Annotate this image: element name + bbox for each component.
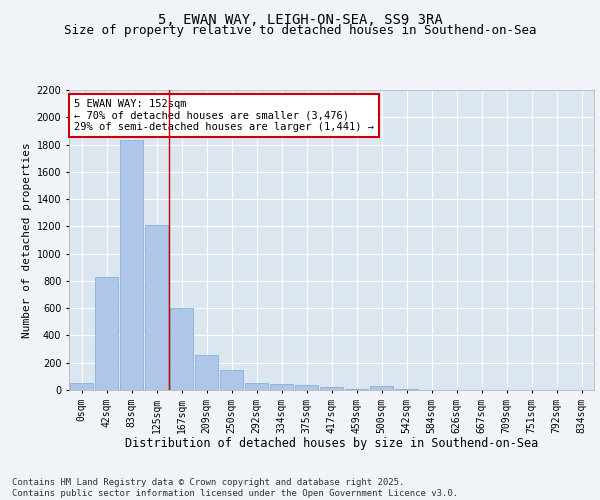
Bar — [270, 384, 293, 390]
Bar — [170, 308, 193, 390]
Bar — [345, 388, 368, 390]
Y-axis label: Number of detached properties: Number of detached properties — [22, 142, 32, 338]
Bar — [70, 383, 93, 390]
Text: Contains HM Land Registry data © Crown copyright and database right 2025.
Contai: Contains HM Land Registry data © Crown c… — [12, 478, 458, 498]
Bar — [370, 386, 393, 390]
Bar — [395, 388, 418, 390]
Bar — [95, 277, 118, 390]
Bar — [220, 370, 243, 390]
X-axis label: Distribution of detached houses by size in Southend-on-Sea: Distribution of detached houses by size … — [125, 437, 538, 450]
Bar — [295, 385, 318, 390]
Bar — [145, 225, 168, 390]
Text: Size of property relative to detached houses in Southend-on-Sea: Size of property relative to detached ho… — [64, 24, 536, 37]
Text: 5 EWAN WAY: 152sqm
← 70% of detached houses are smaller (3,476)
29% of semi-deta: 5 EWAN WAY: 152sqm ← 70% of detached hou… — [74, 99, 374, 132]
Bar — [120, 140, 143, 390]
Bar — [245, 383, 268, 390]
Bar — [320, 388, 343, 390]
Text: 5, EWAN WAY, LEIGH-ON-SEA, SS9 3RA: 5, EWAN WAY, LEIGH-ON-SEA, SS9 3RA — [158, 12, 442, 26]
Bar — [195, 355, 218, 390]
